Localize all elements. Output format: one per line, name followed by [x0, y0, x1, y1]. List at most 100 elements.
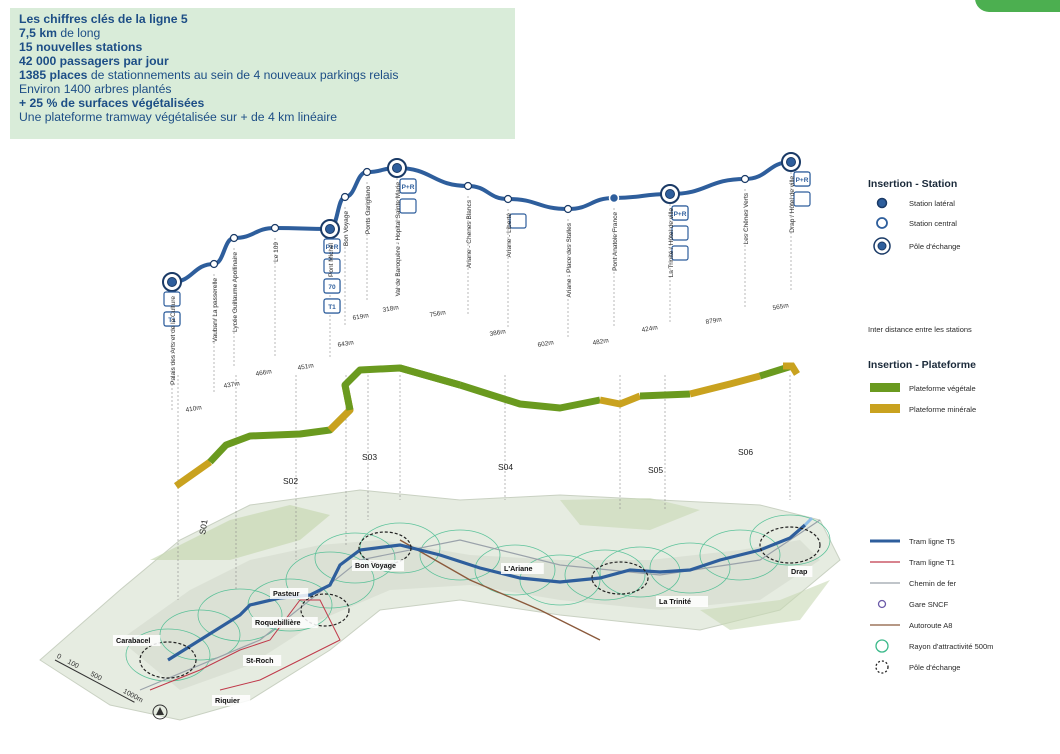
map-legend-label: Autoroute A8 [909, 621, 953, 630]
station-lateral-icon [876, 197, 888, 209]
key-figure-line: + 25 % de surfaces végétalisées [19, 96, 205, 110]
station-label: Drap / Hôtel de ville [789, 176, 796, 233]
station-label: Pont Anatole France [612, 212, 619, 271]
key-figures-title: Les chiffres clés de la ligne 5 [19, 12, 188, 26]
vegetal-platform-segment [458, 381, 601, 412]
pr-icon [323, 258, 341, 274]
pr-icon: T1 [323, 298, 341, 314]
key-figure-line: Environ 1400 arbres plantés [19, 82, 172, 96]
mineral-platform-segment [173, 459, 213, 489]
section-label: S06 [738, 447, 753, 457]
svg-text:P+R: P+R [674, 211, 687, 218]
legend-central: Station central [909, 219, 957, 228]
station-label: Les Chênes Verts [743, 192, 750, 244]
mineral-swatch [870, 404, 900, 413]
distance-labels: 410m 437m 466m 451m 643m 619m 318m 756m 386m 602m… [185, 302, 789, 414]
legend-platform-title: Insertion - Plateforme [868, 359, 976, 371]
pr-icon [509, 213, 527, 229]
svg-text:P+R: P+R [326, 244, 339, 251]
pr-icon: P+R [323, 238, 341, 254]
station-label: La Trinité / Hôtel de ville [668, 208, 675, 278]
pr-icon [163, 291, 181, 307]
vegetal-platform-segment [207, 407, 353, 465]
svg-text:La Trinité: La Trinité [659, 597, 691, 606]
map-place-label: Riquier [212, 695, 251, 706]
circle-green-icon [875, 639, 889, 653]
svg-text:St-Roch: St-Roch [246, 656, 274, 665]
t5-profile-line [170, 160, 793, 284]
distance-label: 482m [592, 337, 609, 347]
exchange-poles-map [139, 526, 821, 679]
distance-label: 451m [297, 362, 314, 372]
map-place-label: La Trinité [656, 596, 708, 607]
distance-label: 879m [705, 316, 722, 326]
legend-exchange: Pôle d'échange [909, 242, 961, 251]
section-label: S02 [283, 476, 298, 486]
distance-label: 565m [772, 302, 789, 312]
line-blue-icon [870, 539, 900, 543]
map-place-label: Carabacel [113, 635, 161, 646]
key-figure-line: 1385 places de stationnements au sein de… [19, 68, 399, 82]
circle-purple-icon [877, 599, 887, 609]
central-station-marker [209, 259, 219, 269]
section-label: S05 [648, 465, 663, 475]
map-place-label: Roquebillière [252, 617, 318, 628]
mineral-platform-segment [689, 372, 761, 398]
pr-icon [793, 191, 811, 207]
legend-mineral: Plateforme minérale [909, 405, 977, 414]
scale-tick: 0 [55, 653, 62, 661]
station-central-icon [876, 217, 888, 229]
map-place-labels: Carabacel Pasteur Roquebillière St-Roch Riqu… [113, 560, 813, 706]
tram-t1 [149, 599, 341, 691]
corner-tab [975, 0, 1060, 12]
exchange-station-inner [786, 157, 796, 167]
central-station-marker [362, 167, 372, 177]
station-label: Lycée Guillaume Apollinaire [232, 252, 239, 332]
map-legend-label: Gare SNCF [909, 600, 949, 609]
central-station-marker [229, 233, 239, 243]
station-label: Bon Voyage [343, 211, 350, 246]
exchange-pole-icon [873, 237, 891, 255]
station-label: Ariane - Place des Stalles [566, 222, 573, 297]
pr-icon: P+R [671, 205, 689, 221]
map-legend-label: Tram ligne T5 [909, 537, 955, 546]
station-markers: P+R P+R P+R P+R 70 T1 T1 [162, 152, 811, 327]
svg-text:Pasteur: Pasteur [273, 589, 300, 598]
legend-lateral: Station latéral [909, 199, 955, 208]
svg-text:P+R: P+R [402, 184, 415, 191]
map-legend-label: Chemin de fer [909, 579, 957, 588]
line-red-icon [870, 561, 900, 563]
central-station-marker [270, 223, 280, 233]
map-place-label: Bon Voyage [352, 560, 404, 571]
pr-icon: P+R [399, 178, 417, 194]
legend-vegetal: Plateforme végétale [909, 384, 976, 393]
autoroute-a8 [399, 539, 601, 641]
central-station-marker [503, 194, 513, 204]
distance-label: 602m [537, 339, 554, 349]
central-station-marker [740, 174, 750, 184]
station-label: Ponts Garigliano [365, 186, 372, 234]
section-labels: S01 S02 S03 S04 S05 S06 [197, 447, 753, 535]
attractivity-radius-group [125, 514, 831, 682]
green-area [560, 498, 700, 530]
station-label: Le 109 [273, 242, 280, 262]
vegetal-platform-segment [639, 390, 691, 400]
green-area [700, 580, 830, 630]
section-label: S01 [197, 518, 210, 535]
exchange-station-inner [392, 163, 402, 173]
central-station-marker [463, 181, 473, 191]
section-label: S04 [498, 462, 513, 472]
scale-tick: 100 [66, 659, 80, 671]
distance-label: 386m [489, 328, 506, 338]
central-station-marker [340, 192, 350, 202]
distance-label: 318m [382, 304, 399, 314]
pr-icon [671, 245, 689, 261]
distance-label: 424m [641, 324, 658, 334]
central-station-marker [563, 204, 573, 214]
station-label: Ariane - Chenes Blancs [466, 199, 473, 268]
green-area [150, 505, 330, 560]
key-figure-line: 42 000 passagers par jour [19, 54, 169, 68]
line-brown-icon [870, 624, 900, 626]
pr-icon: P+R [793, 171, 811, 187]
vegetal-platform-segment [341, 364, 461, 411]
